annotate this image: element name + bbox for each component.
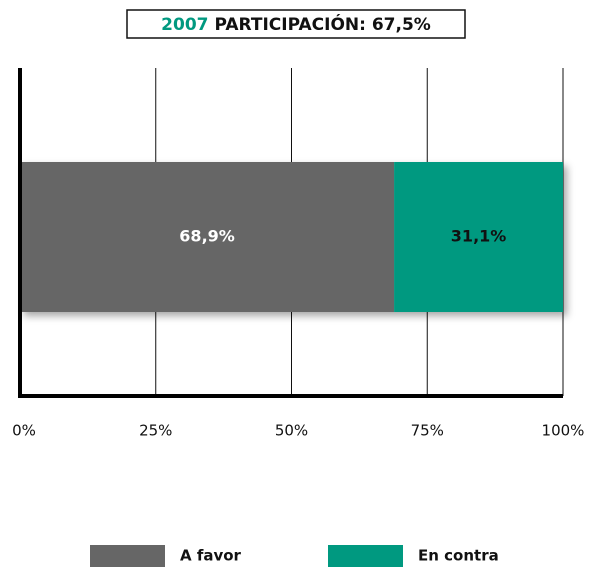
value-label: 31,1%: [451, 227, 507, 246]
chart-title: PARTICIPACIÓN: 67,5%: [214, 13, 430, 35]
legend-swatch: [90, 545, 165, 567]
x-tick-label: 100%: [542, 422, 585, 440]
bar-segment: [394, 162, 563, 312]
chart-title-group: 2007 PARTICIPACIÓN: 67,5%: [161, 13, 431, 35]
x-tick-label: 0%: [12, 422, 36, 440]
title-box: [126, 9, 466, 39]
chart-title-year: 2007: [161, 15, 208, 35]
x-tick-label: 50%: [275, 422, 308, 440]
value-label: 68,9%: [179, 227, 235, 246]
bar-group: [20, 162, 563, 312]
legend-label: A favor: [180, 547, 242, 565]
legend-swatch: [328, 545, 403, 567]
legend-label: En contra: [418, 547, 499, 565]
x-tick-label: 25%: [139, 422, 172, 440]
x-tick-label: 75%: [411, 422, 444, 440]
bar-segment: [20, 162, 395, 312]
